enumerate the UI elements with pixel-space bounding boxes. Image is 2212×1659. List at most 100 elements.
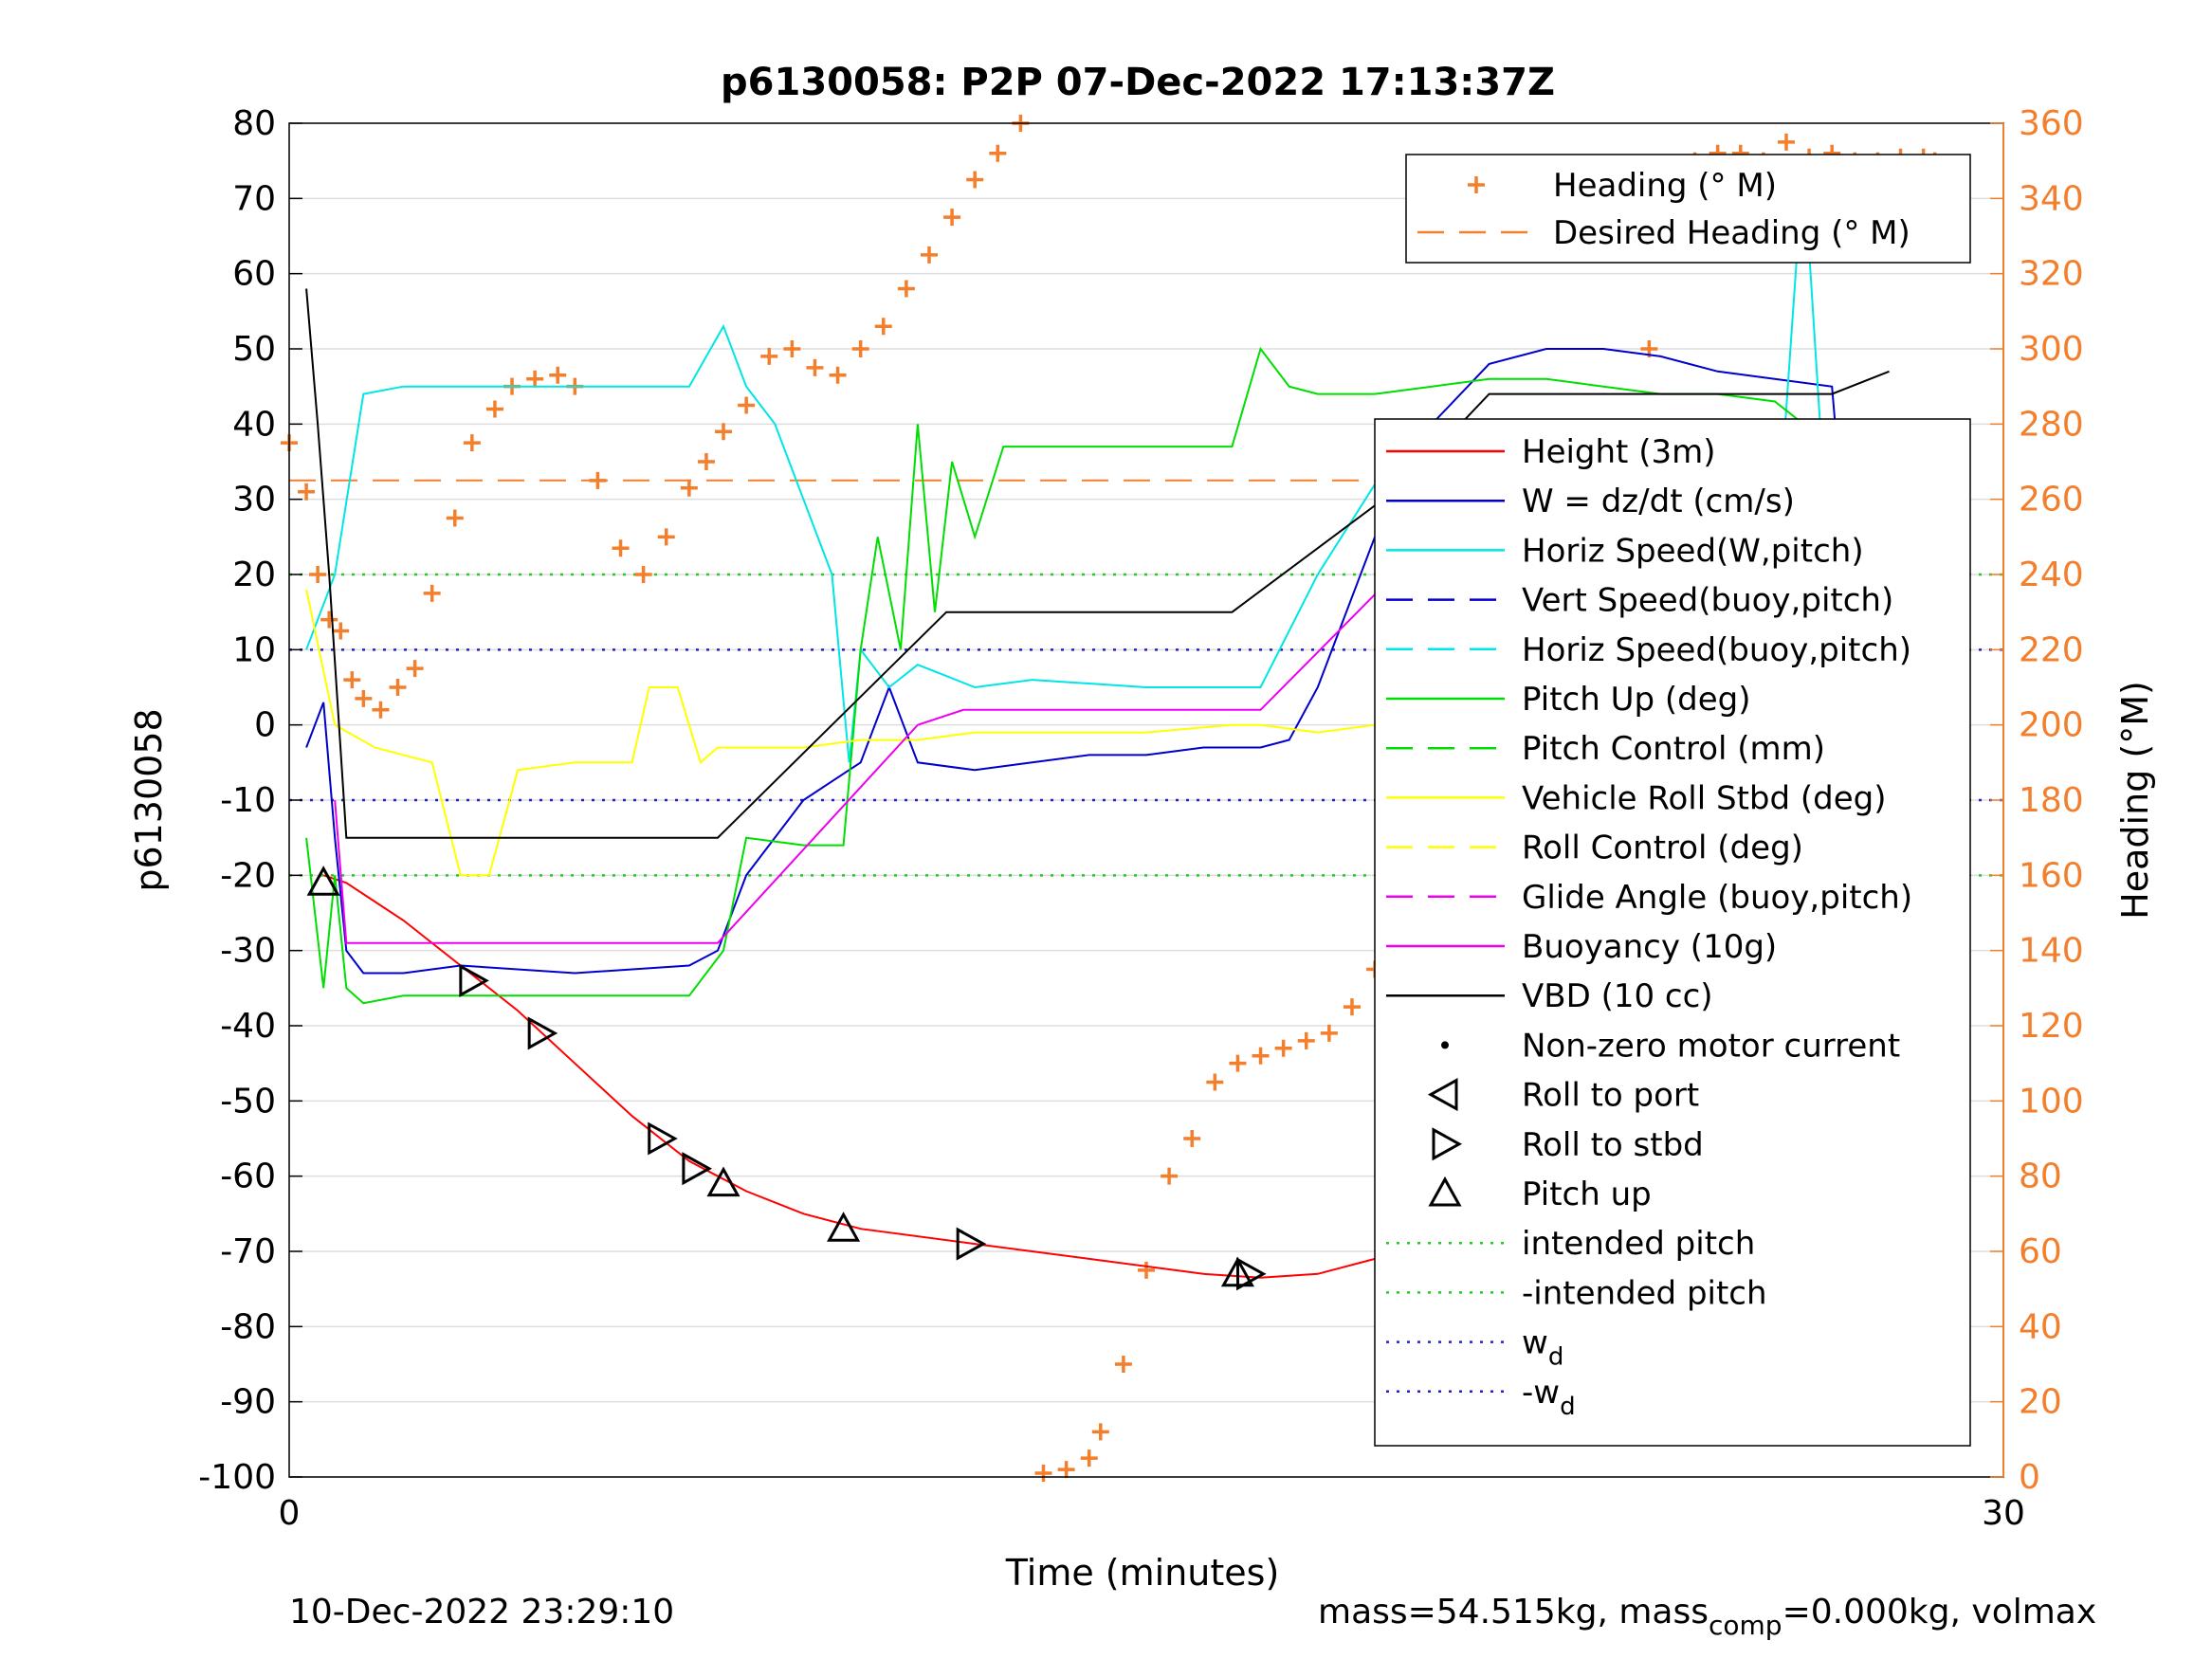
footer-mass-a: mass=54.515kg, mass	[1318, 1593, 1709, 1632]
legend-main-box	[1374, 418, 1971, 1447]
heading-point	[332, 622, 350, 640]
heading-point	[1080, 1449, 1098, 1468]
legend-label-text: intended pitch	[1522, 1225, 1755, 1263]
heading-point	[657, 528, 675, 546]
legend-label-text: Non-zero motor current	[1522, 1027, 1900, 1065]
legend-label-text: VBD (10 cc)	[1522, 977, 1713, 1015]
legend-item: Glide Angle (buoy,pitch)	[1522, 879, 1912, 917]
legend-label-text: Vert Speed(buoy,pitch)	[1522, 582, 1893, 620]
heading-point	[1034, 1465, 1052, 1483]
heading-point	[634, 566, 652, 583]
legend-item: Roll Control (deg)	[1522, 830, 1803, 867]
y-tick-label: -20	[220, 856, 276, 895]
legend-item: -intended pitch	[1522, 1274, 1767, 1312]
chart-title: p6130058: P2P 07-Dec-2022 17:13:37Z	[721, 61, 1555, 104]
y2-tick-label: 320	[2019, 255, 2084, 294]
y-tick-label: 30	[232, 481, 276, 520]
y-tick-label: 50	[232, 330, 276, 369]
heading-point	[1777, 133, 1795, 151]
marker-triangle	[527, 1016, 558, 1050]
legend-main: Height (3m) W = dz/dt (cm/s) Horiz Speed(W…	[1374, 418, 1971, 1447]
y2-tick-label: 80	[2019, 1158, 2062, 1196]
legend-item: Vert Speed(buoy,pitch)	[1522, 582, 1893, 620]
heading-point	[806, 358, 824, 376]
heading-point	[320, 611, 338, 629]
legend-label-text: Roll to port	[1522, 1077, 1699, 1115]
heading-point	[783, 340, 801, 357]
footer-mass-sub: comp	[1709, 1610, 1782, 1641]
y-tick-label: -60	[220, 1158, 276, 1196]
heading-point	[309, 566, 327, 583]
heading-point	[612, 539, 630, 557]
legend-label-text: Heading (° M)	[1553, 167, 1777, 205]
y2-tick-label: 340	[2019, 179, 2084, 218]
y-tick-label: -100	[198, 1458, 276, 1497]
x-tick-label: 0	[279, 1494, 301, 1533]
x-axis-label: Time (minutes)	[1005, 1552, 1280, 1594]
marker-triangle	[1235, 1257, 1267, 1291]
marker-triangle	[1427, 1078, 1458, 1112]
y-tick-label: 80	[232, 104, 276, 143]
heading-point	[1274, 1039, 1292, 1057]
heading-point	[1229, 1054, 1247, 1072]
footer-mass-b: =0.000kg, volmax	[1782, 1593, 2097, 1632]
legend-item: Horiz Speed(W,pitch)	[1522, 532, 1864, 570]
legend-label-text: Height (3m)	[1522, 433, 1715, 471]
y-tick-label: 60	[232, 255, 276, 294]
heading-point	[1091, 1423, 1109, 1441]
legend-label-sub: d	[1548, 1343, 1564, 1372]
y-axis-label: p6130058	[128, 708, 170, 891]
marker-triangle	[827, 1212, 861, 1242]
y2-tick-label: 220	[2019, 630, 2084, 669]
heading-point	[1183, 1130, 1201, 1147]
footer-mass-info: mass=54.515kg, masscomp=0.000kg, volmax	[1318, 1593, 2096, 1641]
legend-swatch	[1441, 1041, 1449, 1049]
legend-label-text: Glide Angle (buoy,pitch)	[1522, 879, 1912, 917]
heading-point	[463, 434, 481, 452]
legend-item: wd	[1522, 1324, 1563, 1372]
series-line	[305, 346, 1890, 1005]
heading-point	[1138, 1261, 1155, 1279]
legend-label-text: W = dz/dt (cm/s)	[1522, 483, 1795, 520]
footer-timestamp: 10-Dec-2022 23:29:10	[289, 1593, 674, 1632]
marker-triangle	[956, 1227, 987, 1261]
y-tick-label: -50	[220, 1082, 276, 1121]
heading-point	[526, 370, 544, 388]
legend-label-text: Horiz Speed(buoy,pitch)	[1522, 631, 1911, 669]
marker-triangle	[459, 963, 489, 997]
y2-tick-label: 360	[2019, 104, 2084, 143]
heading-point	[966, 171, 984, 189]
marker-triangle	[306, 866, 340, 896]
y2-tick-label: 120	[2019, 1007, 2084, 1046]
legend-label-text: w	[1522, 1324, 1548, 1362]
heading-point	[829, 366, 847, 384]
heading-point	[372, 701, 390, 719]
y-tick-label: -80	[220, 1307, 276, 1346]
y2-tick-label: 180	[2019, 781, 2084, 820]
y2-tick-label: 40	[2019, 1307, 2062, 1346]
heading-point	[1057, 1461, 1075, 1479]
heading-point	[1320, 1024, 1338, 1042]
legend-item: Horiz Speed(buoy,pitch)	[1522, 631, 1911, 669]
right-y-axis: 3603403203002802602402202001801601401201…	[1990, 104, 2084, 1497]
y-tick-label: 0	[254, 706, 276, 745]
marker-triangle	[1428, 1176, 1462, 1207]
legend-label-text: Vehicle Roll Stbd (deg)	[1522, 779, 1887, 817]
legend-item: VBD (10 cc)	[1522, 977, 1713, 1015]
heading-point	[446, 509, 464, 527]
y-tick-label: 40	[232, 405, 276, 444]
legend-label-text: Pitch Up (deg)	[1522, 681, 1750, 719]
series-line	[305, 288, 1890, 839]
legend-item: Pitch Up (deg)	[1522, 681, 1750, 719]
heading-point	[851, 340, 869, 357]
y2-tick-label: 240	[2019, 556, 2084, 594]
legend-item: Pitch up	[1522, 1176, 1652, 1213]
marker-triangle	[682, 1152, 712, 1186]
legend-item: -wd	[1522, 1374, 1576, 1421]
heading-point	[485, 400, 503, 418]
left-y-axis: 80 70 60 50 40 30 20 10 0 -10 -20 -30 -40 -50 -60 -70 -8…	[198, 104, 302, 1497]
heading-point	[715, 423, 733, 441]
heading-point	[697, 453, 715, 470]
reference-lines	[289, 573, 2003, 877]
